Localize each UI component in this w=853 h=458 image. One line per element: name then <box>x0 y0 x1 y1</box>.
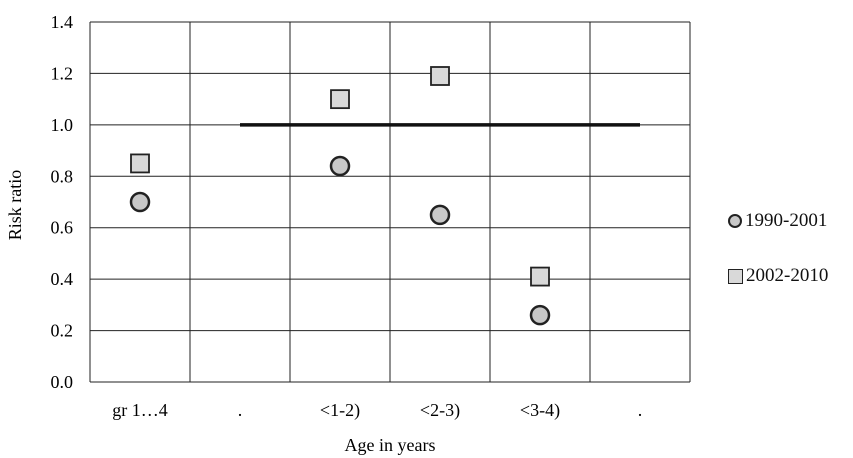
x-tick-label: . <box>238 400 243 420</box>
x-tick-label: <2-3) <box>420 400 460 421</box>
data-point-series-1 <box>329 155 351 177</box>
data-point-series-2 <box>430 66 450 86</box>
circle-marker-icon <box>728 214 742 228</box>
x-tick-label: <1-2) <box>320 400 360 421</box>
data-point-series-2 <box>130 153 150 174</box>
legend: 1990-2001 2002-2010 <box>728 206 828 316</box>
x-tick-label: . <box>638 400 643 420</box>
data-point-series-2 <box>330 89 350 110</box>
data-point-series-2 <box>530 266 550 287</box>
x-tick-label: <3-4) <box>520 400 560 421</box>
data-point-series-1 <box>529 304 551 326</box>
y-tick-label: 1.4 <box>51 12 74 32</box>
grid <box>89 21 691 383</box>
legend-label: 1990-2001 <box>745 210 828 231</box>
y-tick-label: 0.0 <box>51 372 74 392</box>
square-marker-icon <box>728 268 743 284</box>
data-points <box>129 66 551 326</box>
legend-item-series-2: 2002-2010 <box>728 261 828 291</box>
y-tick-label: 0.4 <box>51 269 74 289</box>
y-axis-label: Risk ratio <box>5 170 25 241</box>
data-point-series-1 <box>429 204 451 226</box>
y-tick-label: 0.2 <box>51 321 74 341</box>
x-axis-label: Age in years <box>345 435 436 455</box>
y-tick-label: 1.0 <box>51 115 74 135</box>
legend-label: 2002-2010 <box>746 265 829 286</box>
legend-item-series-1: 1990-2001 <box>728 206 828 236</box>
y-tick-labels: 0.0 0.2 0.4 0.6 0.8 1.0 1.2 1.4 <box>51 12 74 392</box>
y-tick-label: 0.6 <box>51 218 74 238</box>
y-tick-label: 1.2 <box>51 63 74 83</box>
y-tick-label: 0.8 <box>51 166 74 186</box>
data-point-series-1 <box>129 191 151 213</box>
x-tick-label: gr 1…4 <box>112 400 168 420</box>
x-tick-labels: gr 1…4. <1-2) <2-3) <3-4). <box>112 400 642 421</box>
